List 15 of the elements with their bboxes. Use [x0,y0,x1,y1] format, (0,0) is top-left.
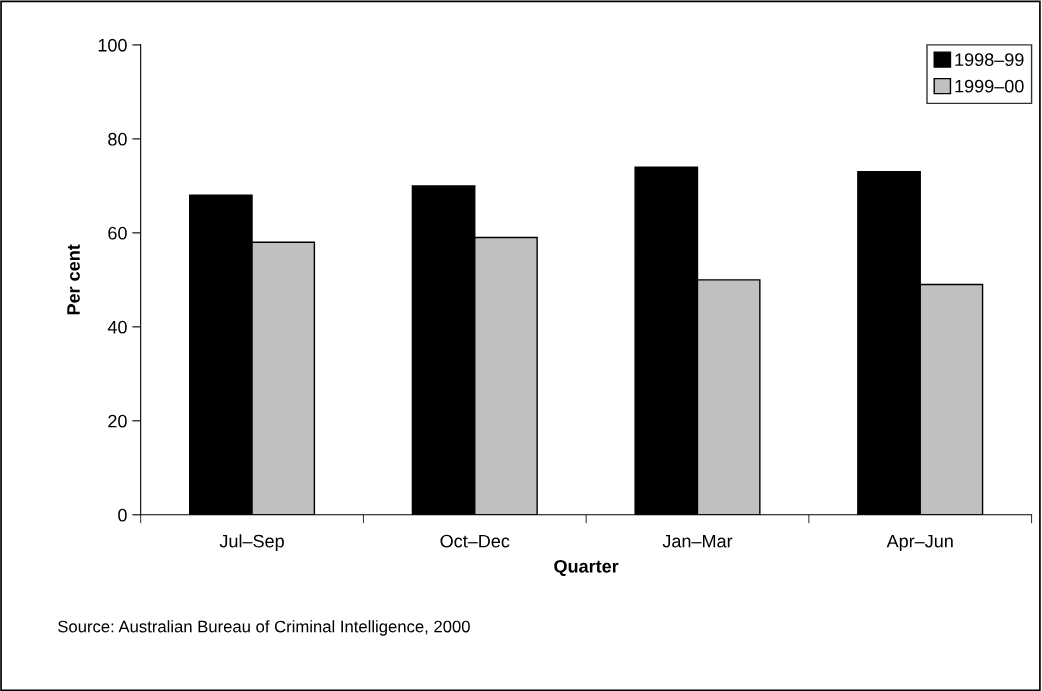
legend-label: 1998–99 [955,53,1024,67]
y-tick-label: 100 [98,38,127,52]
y-tick-label: 0 [118,508,127,522]
x-tick-label: Jan–Mar [662,534,733,548]
y-tick-label: 20 [108,414,127,428]
x-tick-label: Oct–Dec [440,534,510,548]
x-tick-label: Apr–Jun [886,534,953,552]
source-note: Source: Australian Bureau of Criminal Intelligence, 2000 [58,620,470,636]
x-tick-label: Jul–Sep [219,534,284,552]
legend-label: 1999–00 [955,79,1024,93]
y-tick-label: 60 [108,226,127,240]
y-tick-label: 40 [107,320,127,334]
x-axis-title: Quarter [554,559,619,577]
y-tick-label: 80 [108,132,127,146]
y-axis-title: Per cent [67,244,80,315]
